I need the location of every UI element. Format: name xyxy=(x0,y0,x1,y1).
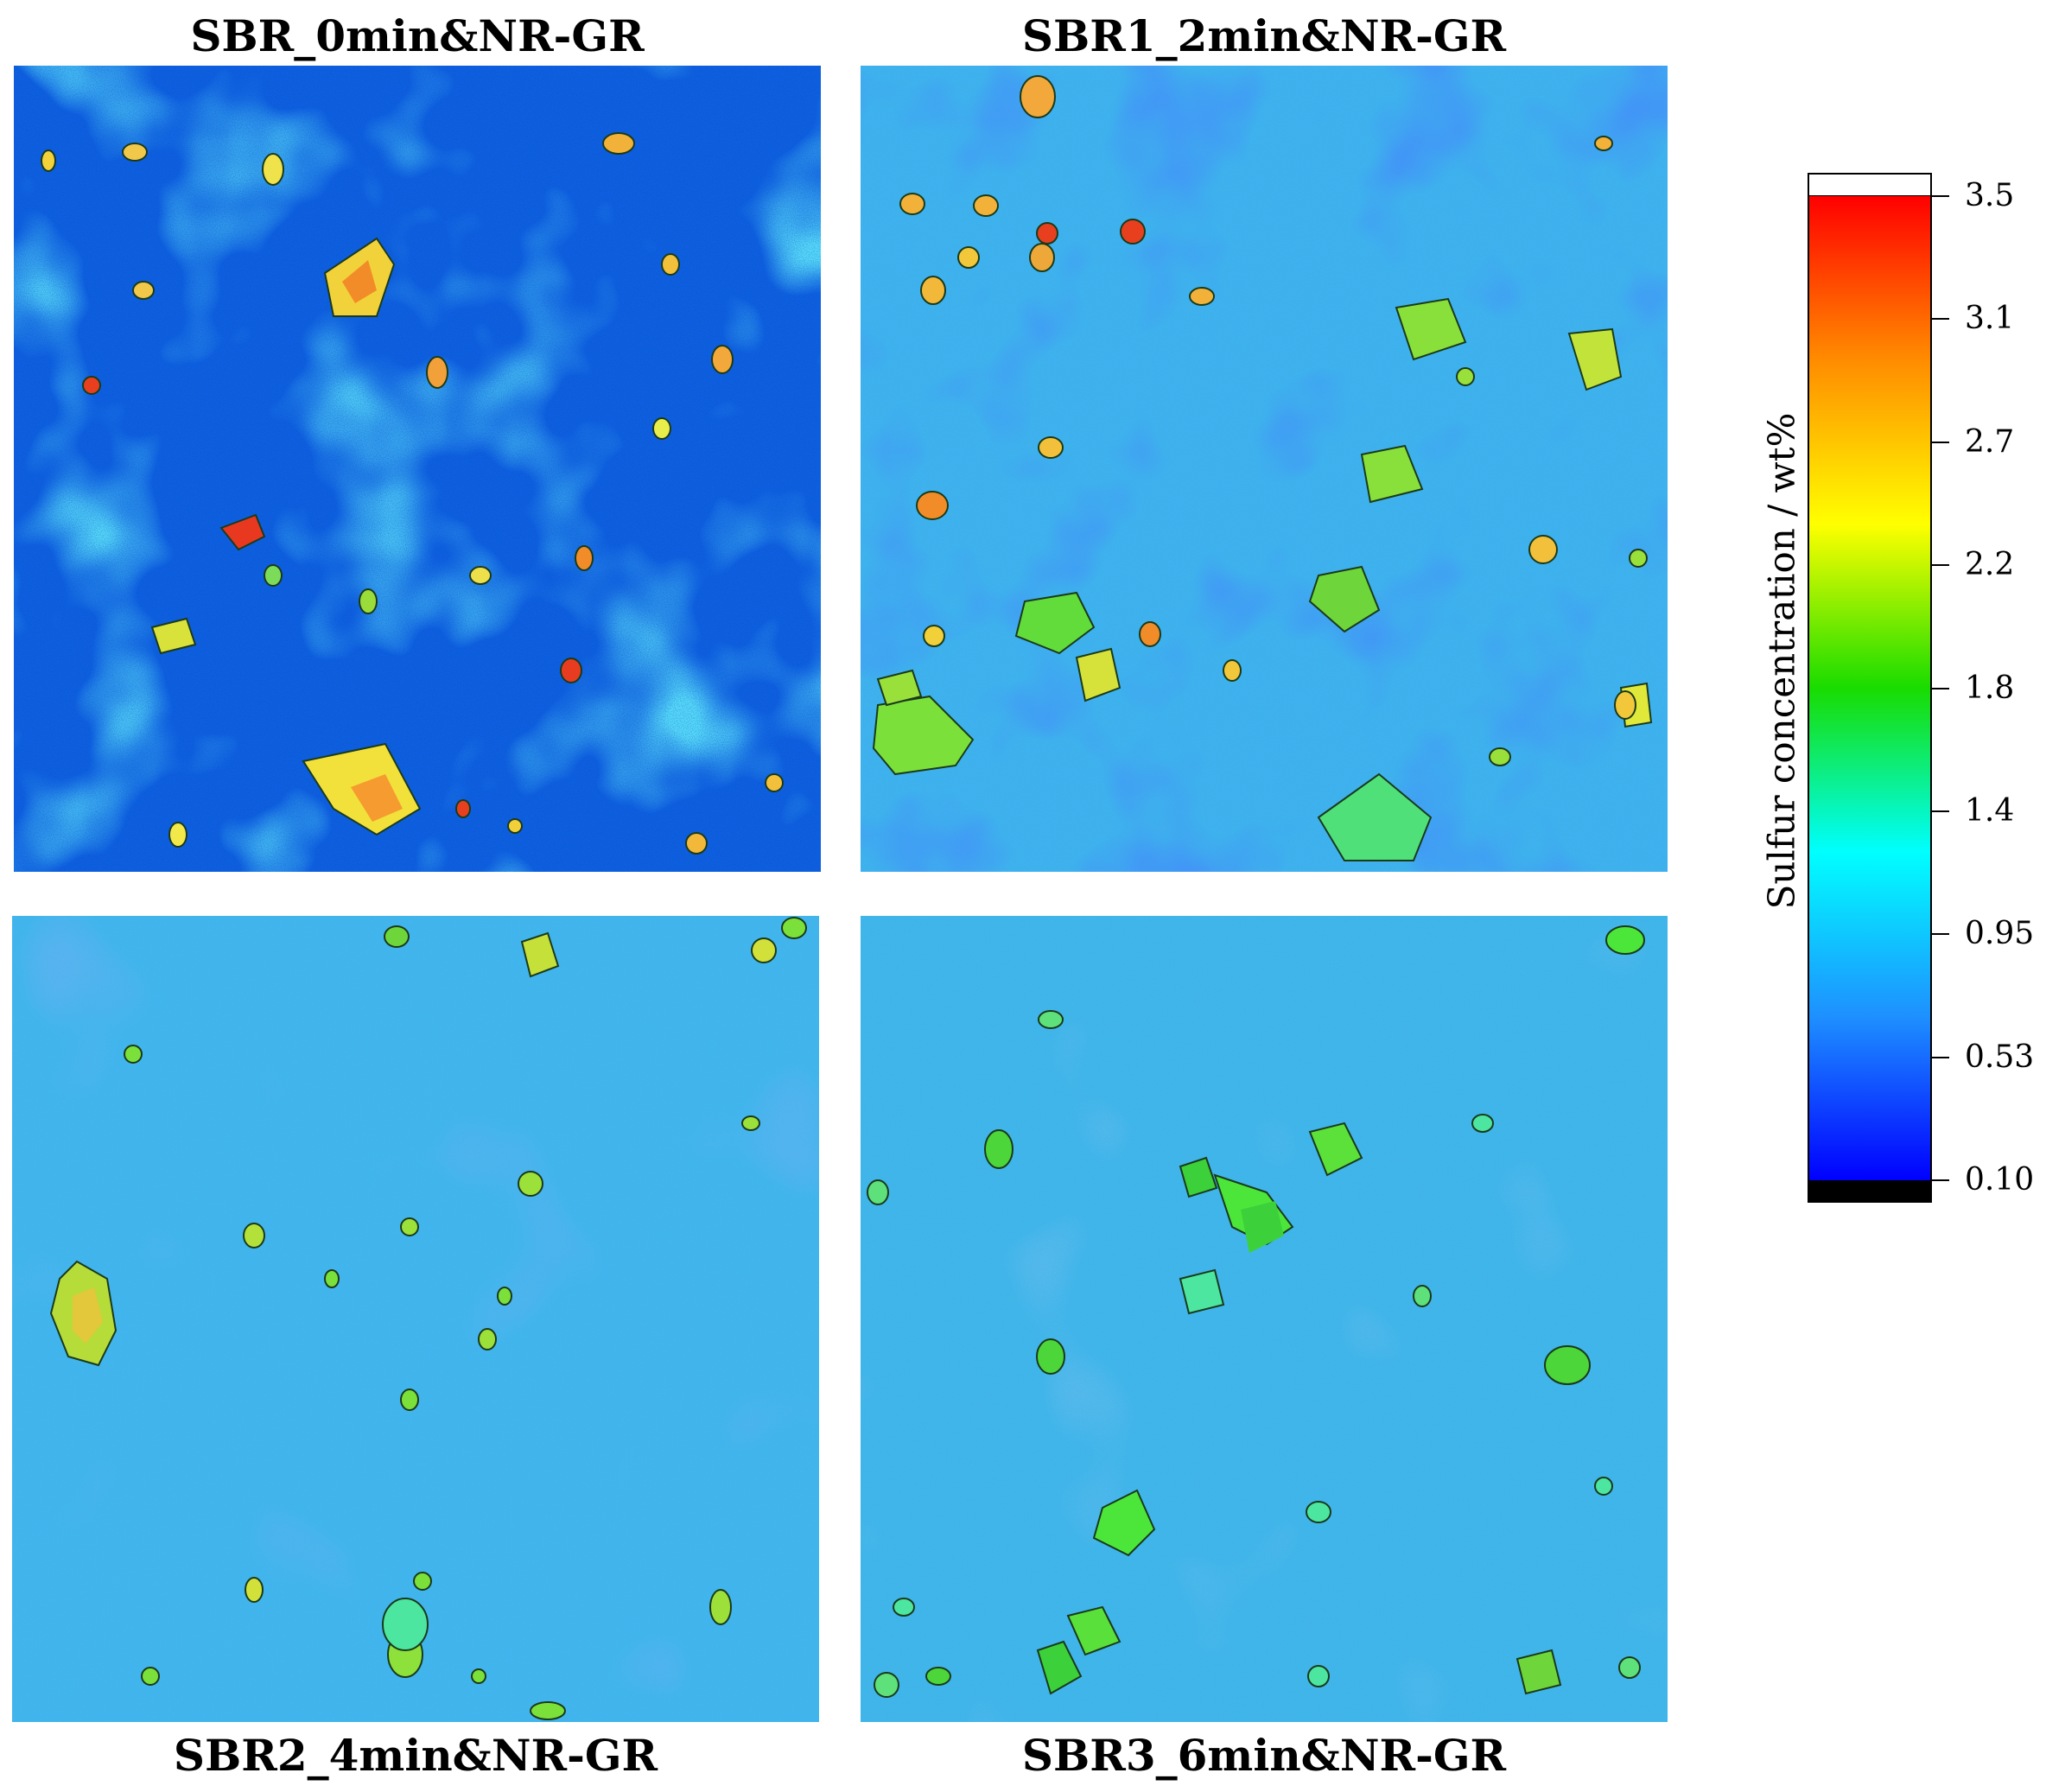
colorbar-tick xyxy=(1932,1056,1949,1058)
panel-title-sbr3-6min: SBR3_6min&NR-GR xyxy=(1021,1730,1507,1781)
colorbar-gradient xyxy=(1809,196,1930,1180)
colorbar-tick-label: 0.10 xyxy=(1965,1162,2035,1198)
colorbar-tick-label: 1.8 xyxy=(1965,670,2015,706)
colorbar-tick xyxy=(1932,318,1949,321)
colorbar xyxy=(1808,173,1932,1203)
colorbar-tick xyxy=(1932,441,1949,443)
sulfur-map-sbr-0min xyxy=(14,66,821,872)
colorbar-tick xyxy=(1932,195,1949,197)
colorbar-tick-label: 2.7 xyxy=(1965,423,2015,460)
colorbar-tick xyxy=(1932,933,1949,936)
panel-title-sbr2-4min: SBR2_4min&NR-GR xyxy=(173,1730,658,1781)
sulfur-map-sbr3-6min xyxy=(861,916,1668,1722)
sulfur-map-sbr1-2min xyxy=(861,66,1668,872)
colorbar-axis-label: Sulfur concentration / wt% xyxy=(1760,412,1803,910)
colorbar-tick xyxy=(1932,1179,1949,1181)
colorbar-over-swatch xyxy=(1809,175,1930,196)
colorbar-tick-label: 1.4 xyxy=(1965,792,2015,829)
sulfur-map-sbr2-4min xyxy=(12,916,819,1722)
panel-title-sbr-0min: SBR_0min&NR-GR xyxy=(190,10,645,61)
colorbar-tick-label: 3.1 xyxy=(1965,301,2015,337)
colorbar-tick-label: 3.5 xyxy=(1965,178,2015,213)
colorbar-under-swatch xyxy=(1809,1180,1930,1201)
colorbar-tick-label: 2.2 xyxy=(1965,547,2015,583)
panel-title-sbr1-2min: SBR1_2min&NR-GR xyxy=(1021,10,1507,61)
colorbar-tick xyxy=(1932,564,1949,567)
colorbar-tick xyxy=(1932,810,1949,812)
colorbar-tick-label: 0.53 xyxy=(1965,1039,2035,1075)
colorbar-tick xyxy=(1932,687,1949,689)
colorbar-tick-label: 0.95 xyxy=(1965,916,2035,952)
